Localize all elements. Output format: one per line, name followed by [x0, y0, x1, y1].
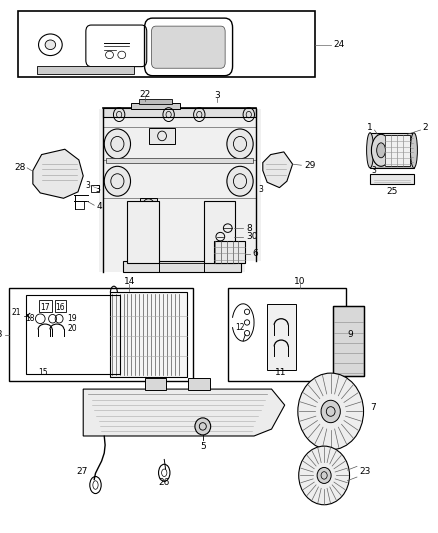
Ellipse shape [298, 373, 364, 450]
Text: 29: 29 [304, 161, 316, 169]
Text: 23: 23 [359, 467, 371, 476]
Text: 2: 2 [423, 124, 428, 132]
Text: 10: 10 [294, 277, 306, 286]
Ellipse shape [104, 129, 131, 159]
Text: 3: 3 [85, 181, 90, 190]
Bar [110, 292, 187, 377]
Bar [91, 185, 99, 192]
Ellipse shape [227, 166, 253, 196]
Bar [188, 378, 210, 390]
Bar [131, 103, 180, 109]
Bar [18, 11, 315, 77]
Text: 8: 8 [246, 224, 252, 232]
Text: 9: 9 [347, 330, 353, 339]
Bar [385, 135, 410, 166]
Text: 15: 15 [38, 368, 48, 376]
Bar [228, 288, 346, 381]
Text: 13: 13 [0, 330, 4, 339]
Text: 22: 22 [139, 91, 150, 99]
Bar [149, 128, 175, 144]
Text: 3: 3 [371, 166, 376, 175]
Bar [103, 108, 256, 117]
Bar [37, 66, 134, 74]
Polygon shape [33, 149, 83, 198]
Bar [267, 304, 296, 370]
Ellipse shape [227, 129, 253, 159]
Text: 19: 19 [67, 314, 77, 323]
Bar [106, 158, 253, 163]
Text: 1: 1 [367, 124, 372, 132]
Text: 21: 21 [11, 308, 21, 317]
Polygon shape [263, 152, 293, 188]
Text: 14: 14 [124, 277, 135, 286]
Text: 17: 17 [40, 303, 50, 311]
Ellipse shape [45, 40, 56, 50]
Ellipse shape [410, 133, 417, 168]
Text: 26: 26 [159, 479, 170, 487]
Bar [145, 378, 166, 390]
Ellipse shape [371, 134, 391, 166]
Polygon shape [99, 109, 261, 272]
Bar [333, 306, 364, 376]
Bar [139, 99, 172, 104]
Ellipse shape [299, 446, 350, 505]
Bar [370, 133, 414, 168]
Text: 3: 3 [95, 185, 100, 193]
Ellipse shape [317, 467, 331, 483]
Bar [55, 300, 66, 312]
Ellipse shape [367, 133, 374, 168]
Text: 30: 30 [246, 232, 258, 241]
Ellipse shape [195, 418, 211, 435]
Bar [75, 201, 84, 209]
Bar [140, 198, 157, 210]
Bar [39, 300, 52, 312]
Text: 24: 24 [334, 41, 345, 49]
Text: 28: 28 [14, 163, 25, 172]
Bar [333, 306, 364, 376]
Text: 5: 5 [200, 442, 206, 451]
Bar [26, 295, 120, 374]
Bar [214, 241, 245, 263]
Text: 16: 16 [55, 303, 65, 311]
Ellipse shape [377, 143, 385, 158]
Text: 11: 11 [276, 368, 287, 376]
Bar [127, 201, 159, 263]
Text: 3: 3 [259, 185, 264, 193]
Bar [9, 288, 193, 381]
Bar [204, 201, 235, 263]
Text: 6: 6 [252, 249, 258, 258]
Bar [370, 174, 414, 184]
FancyBboxPatch shape [152, 26, 225, 68]
Text: 12: 12 [235, 324, 244, 332]
Text: 25: 25 [386, 188, 398, 196]
Text: 27: 27 [76, 467, 88, 476]
Bar [123, 261, 241, 272]
Text: 20: 20 [68, 325, 78, 333]
Text: 18: 18 [25, 314, 35, 323]
Ellipse shape [321, 400, 340, 423]
Text: 4: 4 [96, 203, 102, 211]
Polygon shape [83, 389, 285, 436]
Ellipse shape [104, 166, 131, 196]
Text: 7: 7 [370, 403, 376, 412]
Text: 3: 3 [214, 92, 220, 100]
